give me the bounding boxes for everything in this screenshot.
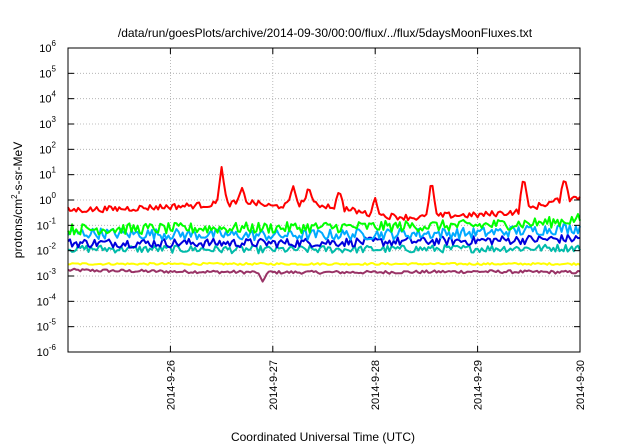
series-line <box>67 166 581 222</box>
y-tick-label: 105 <box>39 64 56 80</box>
y-tick-label: 10-6 <box>37 343 57 359</box>
y-tick-label: 10-4 <box>37 292 57 308</box>
x-tick-label: 2014-9-29 <box>473 360 485 410</box>
x-axis: 2014-9-26 2014-9-27 2014-9-28 2014-9-29 2014… <box>165 48 587 410</box>
y-tick-label: 10-1 <box>37 216 57 232</box>
y-tick-label: 104 <box>39 90 56 106</box>
y-tick-label: 103 <box>39 115 56 131</box>
chart-title: /data/run/goesPlots/archive/2014-09-30/0… <box>118 26 533 40</box>
data-series <box>67 166 581 283</box>
y-tick-label: 101 <box>39 166 56 182</box>
series-line <box>67 243 581 255</box>
series-line <box>67 261 581 266</box>
y-tick-label: 10-2 <box>37 242 57 258</box>
series-line <box>67 223 581 242</box>
y-tick-label: 100 <box>39 191 56 207</box>
x-tick-label: 2014-9-26 <box>165 360 177 410</box>
y-tick-label: 106 <box>39 39 56 55</box>
series-line <box>67 213 581 236</box>
y-tick-label: 10-5 <box>37 318 57 334</box>
x-tick-label: 2014-9-28 <box>370 360 382 410</box>
series-line <box>67 267 581 283</box>
y-tick-label: 102 <box>39 140 56 156</box>
x-axis-label: Coordinated Universal Time (UTC) <box>231 430 415 444</box>
series-line <box>67 233 581 249</box>
x-tick-label: 2014-9-27 <box>268 360 280 410</box>
y-axis: 10-6 10-5 10-4 10-3 10-2 10-1 100 101 102 103 104 1… <box>37 39 580 359</box>
x-tick-label: 2014-9-30 <box>575 360 587 410</box>
y-tick-label: 10-3 <box>37 267 57 283</box>
y-axis-label: protons/cm2-s-sr-MeV <box>10 142 25 258</box>
